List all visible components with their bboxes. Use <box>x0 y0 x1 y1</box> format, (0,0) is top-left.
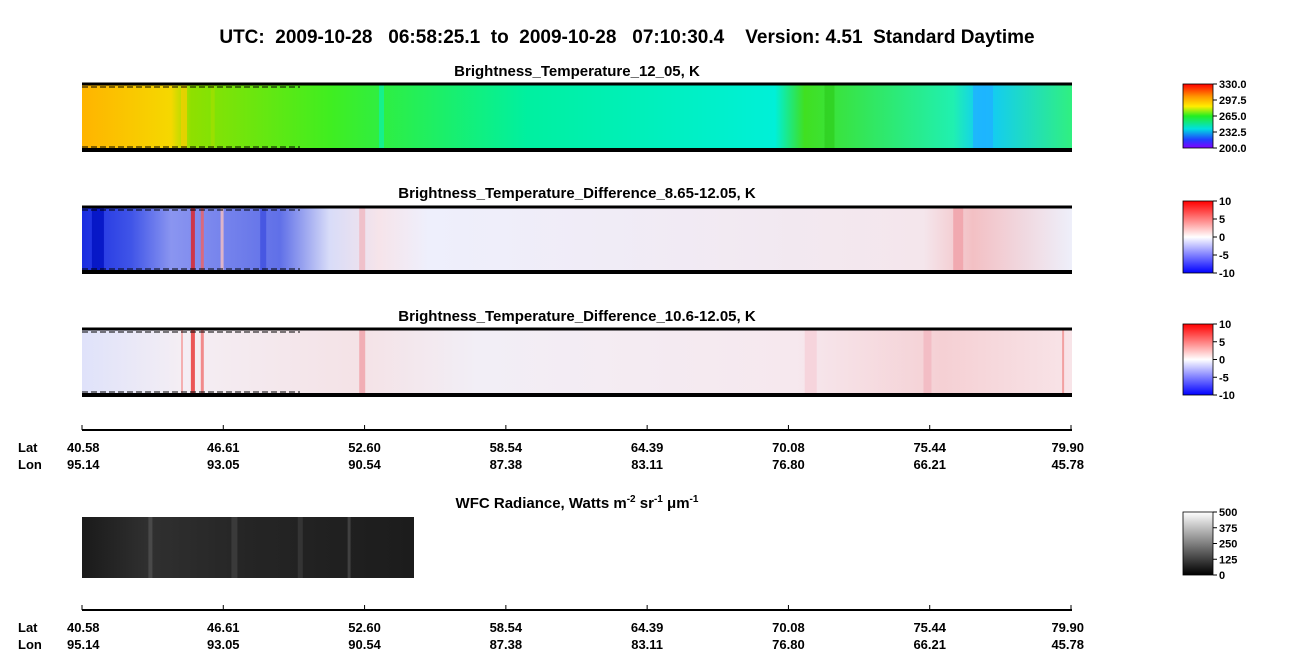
colorbar-tick-label: 500 <box>1219 507 1237 519</box>
colorbar-tick-label: 10 <box>1219 319 1231 331</box>
lon-tick-label: 66.21 <box>913 637 946 652</box>
image-panel <box>82 84 1072 150</box>
lon-tick-label: 87.38 <box>490 637 523 652</box>
lat-tick-label: 70.08 <box>772 440 805 455</box>
colorbar-tick-label: 297.5 <box>1219 95 1247 107</box>
title-part: μm <box>663 495 690 512</box>
image-streak <box>379 84 384 150</box>
colorbar-tick-label: 5 <box>1219 214 1225 226</box>
lon-tick-label: 90.54 <box>348 457 381 472</box>
colorbar <box>1182 323 1214 396</box>
image-streak <box>953 207 964 272</box>
colorbar-tick-label: 5 <box>1219 337 1225 349</box>
image-panel <box>82 517 414 578</box>
image-panel <box>82 329 1072 395</box>
image-streak <box>190 329 195 395</box>
image-streak <box>91 207 104 272</box>
lat-tick-label: 58.54 <box>490 440 523 455</box>
colorbar-tick-label: 250 <box>1219 539 1237 551</box>
image-streak <box>804 329 817 395</box>
colorbar <box>1182 83 1214 149</box>
lon-tick-label: 45.78 <box>1051 457 1084 472</box>
colorbar-tick-label: 0 <box>1219 232 1225 244</box>
colorbar-tick-label: 0 <box>1219 570 1225 582</box>
lon-tick-label: 93.05 <box>207 637 240 652</box>
title-part: WFC Radiance, Watts m <box>456 495 627 512</box>
lon-tick-label: 95.14 <box>67 637 100 652</box>
lon-label: Lon <box>18 457 42 472</box>
image-streak <box>1062 329 1065 395</box>
colorbar <box>1182 200 1214 274</box>
colorbar-tick-label: 125 <box>1219 554 1237 566</box>
lon-tick-label: 95.14 <box>67 457 100 472</box>
image-streak <box>200 329 204 395</box>
superscript: -1 <box>690 494 699 505</box>
lat-tick-label: 64.39 <box>631 620 664 635</box>
lat-tick-label: 75.44 <box>913 440 946 455</box>
image-panel <box>82 207 1072 272</box>
superscript: -2 <box>627 494 636 505</box>
colorbar-tick-label: 232.5 <box>1219 127 1247 139</box>
colorbar-tick-label: -5 <box>1219 250 1229 262</box>
panel-title: Brightness_Temperature_Difference_8.65-1… <box>398 185 756 202</box>
lat-tick-label: 64.39 <box>631 440 664 455</box>
image-streak <box>347 517 351 578</box>
lat-tick-label: 79.90 <box>1051 440 1084 455</box>
lat-tick-label: 52.60 <box>348 440 381 455</box>
image-streak <box>359 329 366 395</box>
title-part: sr <box>636 495 655 512</box>
lon-tick-label: 87.38 <box>490 457 523 472</box>
image-streak <box>200 207 204 272</box>
lon-tick-label: 76.80 <box>772 637 805 652</box>
lon-tick-label: 90.54 <box>348 637 381 652</box>
image-streak <box>190 207 195 272</box>
lat-tick-label: 40.58 <box>67 620 100 635</box>
lat-label: Lat <box>18 620 38 635</box>
colorbar-tick-label: 330.0 <box>1219 79 1247 91</box>
image-streak <box>923 329 932 395</box>
panel-title: Brightness_Temperature_Difference_10.6-1… <box>398 308 756 325</box>
colorbar-tick-label: -10 <box>1219 390 1235 402</box>
image-streak <box>181 329 183 395</box>
image-streak <box>973 84 993 150</box>
lat-tick-label: 70.08 <box>772 620 805 635</box>
lon-tick-label: 83.11 <box>631 637 663 652</box>
colorbar-tick-label: 10 <box>1219 196 1231 208</box>
lon-tick-label: 76.80 <box>772 457 805 472</box>
image-streak <box>148 517 153 578</box>
lon-tick-label: 66.21 <box>913 457 946 472</box>
superscript: -1 <box>654 494 663 505</box>
panel-title: WFC Radiance, Watts m-2 sr-1 μm-1 <box>456 494 699 512</box>
lon-label: Lon <box>18 637 42 652</box>
lat-tick-label: 40.58 <box>67 440 100 455</box>
lon-tick-label: 83.11 <box>631 457 663 472</box>
image-streak <box>359 207 366 272</box>
image-streak <box>220 207 224 272</box>
lat-tick-label: 46.61 <box>207 620 240 635</box>
image-streak <box>181 84 187 150</box>
lat-tick-label: 46.61 <box>207 440 240 455</box>
colorbar-tick-label: -5 <box>1219 372 1229 384</box>
colorbar <box>1182 511 1214 576</box>
lat-tick-label: 52.60 <box>348 620 381 635</box>
lat-tick-label: 58.54 <box>490 620 523 635</box>
colorbar-tick-label: 0 <box>1219 355 1225 367</box>
image-streak <box>260 207 267 272</box>
image-streak <box>824 84 835 150</box>
lat-tick-label: 75.44 <box>913 620 946 635</box>
colorbar-tick-label: -10 <box>1219 268 1235 280</box>
image-streak <box>231 517 238 578</box>
lat-label: Lat <box>18 440 38 455</box>
panel-title: Brightness_Temperature_12_05, K <box>454 63 700 80</box>
image-streak <box>210 84 215 150</box>
lon-tick-label: 45.78 <box>1051 637 1084 652</box>
image-streak <box>297 517 303 578</box>
lat-tick-label: 79.90 <box>1051 620 1084 635</box>
colorbar-tick-label: 265.0 <box>1219 111 1247 123</box>
page-title: UTC: 2009-10-28 06:58:25.1 to 2009-10-28… <box>219 27 1034 48</box>
lon-tick-label: 93.05 <box>207 457 240 472</box>
colorbar-tick-label: 200.0 <box>1219 143 1247 155</box>
colorbar-tick-label: 375 <box>1219 523 1237 535</box>
